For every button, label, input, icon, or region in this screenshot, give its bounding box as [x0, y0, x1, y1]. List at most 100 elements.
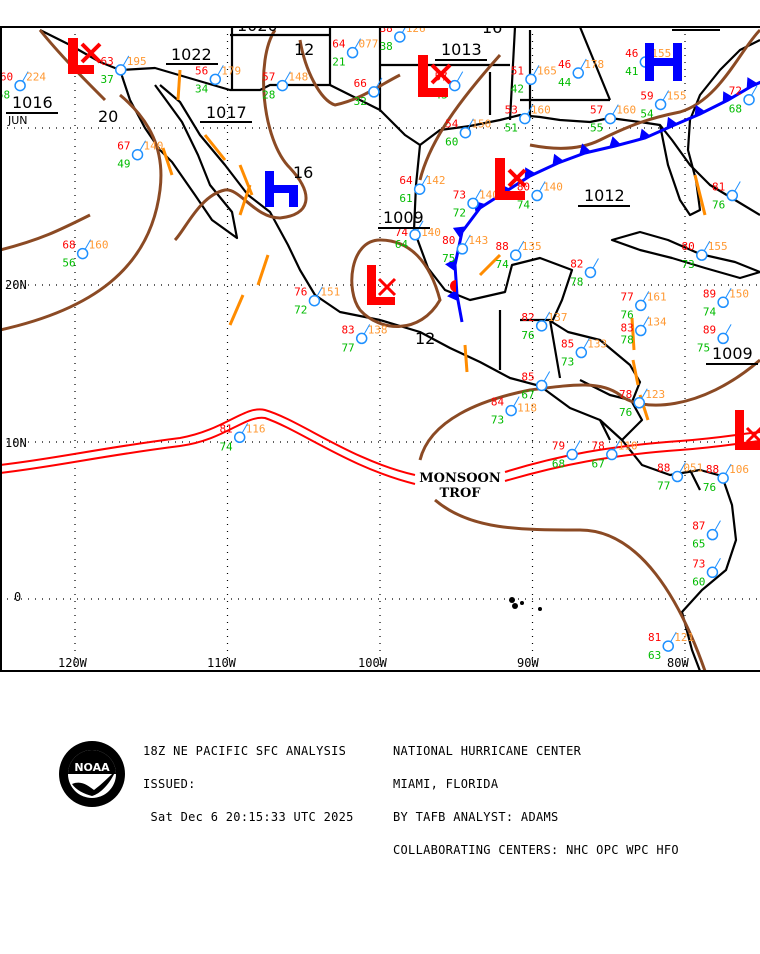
low-center — [367, 265, 397, 305]
station-circle — [633, 397, 645, 409]
station-circle — [606, 448, 618, 461]
station-temp: 64 — [332, 38, 346, 51]
lon-label: 90W — [517, 656, 539, 670]
station-dewpoint: 75 — [697, 341, 710, 354]
station-plot: 56 179 34 — [195, 64, 241, 95]
station-temp: 82 — [521, 311, 534, 324]
station-pressure: 150 — [471, 118, 491, 131]
station-dewpoint: 60 — [692, 575, 705, 588]
station-circle — [131, 148, 144, 161]
issued-label: ISSUED: — [143, 777, 196, 791]
station-plot: 81 121 63 — [648, 631, 694, 662]
station-temp: 68 — [62, 239, 75, 252]
station-temp: 66 — [354, 77, 367, 90]
logo-text: NOAA — [74, 761, 110, 774]
station-pressure: 134 — [647, 316, 667, 329]
station-pressure: 116 — [246, 422, 266, 435]
station-temp: 76 — [294, 286, 307, 299]
station-pressure: 077 — [359, 38, 379, 51]
station-temp: 81 — [712, 181, 725, 194]
station-circle — [346, 46, 359, 59]
station-circle — [368, 86, 380, 98]
high-center — [645, 43, 682, 81]
trough-line — [176, 69, 182, 101]
isobar-label: 20 — [98, 107, 118, 126]
station-plot: 64 077 21 — [332, 38, 378, 69]
station-plots: 6319537602245856179345714828640772166326… — [0, 22, 758, 662]
isobar-label: 1022 — [171, 45, 212, 64]
station-dewpoint: 41 — [625, 65, 638, 78]
station-dewpoint: 77 — [341, 341, 354, 354]
station-temp: 72 — [729, 85, 742, 98]
station-circle — [635, 324, 647, 337]
station-dewpoint: 67 — [521, 388, 534, 401]
station-plot: 63 195 37 — [101, 55, 147, 86]
product-title: 18Z NE PACIFIC SFC ANALYSIS — [143, 744, 347, 758]
isobar-label: 1013 — [441, 40, 482, 59]
station-dewpoint: 67 — [592, 458, 605, 471]
station-pressure: 126 — [406, 22, 426, 35]
isobar-label: 1017 — [206, 103, 247, 122]
station-circle — [696, 249, 708, 261]
collaborating-centers: COLLABORATING CENTERS: NHC OPC WPC HFO — [393, 843, 679, 857]
station-pressure: 160 — [89, 239, 109, 252]
grid-labels: 120W 110W 100W 90W 80W 20N 10N 0 — [5, 278, 689, 670]
isobar — [0, 93, 163, 332]
station-circle — [566, 448, 578, 461]
lat-label: 10N — [5, 436, 27, 450]
station-temp: 83 — [621, 322, 634, 335]
station-dewpoint: 76 — [712, 199, 725, 212]
station-pressure: 142 — [426, 174, 446, 187]
station-plot: 59 155 54 — [640, 89, 686, 120]
station-dewpoint: 76 — [521, 329, 534, 342]
monsoon-trof-label: MONSOON TROF — [419, 471, 501, 501]
station-plot: 81 116 74 — [219, 422, 265, 453]
footer-product-info: 18Z NE PACIFIC SFC ANALYSIS ISSUED: Sat … — [143, 724, 354, 834]
isobar-label: 16 — [293, 163, 313, 182]
isobar-label: 1009 — [383, 208, 424, 227]
station-pressure: 123 — [645, 388, 665, 401]
station-circle — [276, 79, 289, 92]
station-circle — [355, 332, 368, 345]
station-plot: 46 178 44 — [558, 58, 604, 89]
station-dewpoint: 76 — [621, 308, 634, 321]
central-america-borders — [498, 310, 701, 491]
station-dewpoint: 51 — [505, 122, 518, 135]
monsoon-trough — [0, 408, 760, 485]
station-pressure: 178 — [584, 58, 604, 71]
station-circle — [531, 189, 543, 202]
station-pressure: 143 — [468, 234, 488, 247]
station-pressure: 140 — [479, 188, 499, 201]
isobar — [298, 39, 401, 107]
station-circle — [448, 79, 461, 92]
station-dewpoint: 38 — [380, 40, 393, 53]
station-dewpoint: 68 — [729, 103, 742, 116]
station-circle — [505, 404, 517, 417]
trough-line — [238, 184, 252, 216]
station-dewpoint: 76 — [703, 481, 716, 494]
isobar — [350, 238, 442, 328]
station-pressure: 148 — [288, 71, 308, 84]
footer-center-info: NATIONAL HURRICANE CENTER MIAMI, FLORIDA… — [393, 724, 679, 867]
station-dewpoint: 32 — [354, 95, 367, 108]
station-plot: 80 143 75 — [442, 234, 488, 265]
station-dewpoint: 73 — [491, 414, 504, 427]
station-plot: 82 137 76 — [521, 311, 567, 342]
station-pressure: 138 — [368, 323, 388, 336]
station-plot: 77 161 76 — [621, 290, 667, 321]
station-plot: 88 051 77 — [657, 462, 703, 493]
station-dewpoint: 74 — [495, 258, 509, 271]
lon-label: 120W — [58, 656, 88, 670]
station-temp: 46 — [625, 47, 638, 60]
station-dewpoint: 37 — [101, 73, 114, 86]
station-circle — [519, 112, 531, 125]
station-pressure: 051 — [683, 462, 703, 475]
station-dewpoint: 72 — [453, 206, 466, 219]
station-circle — [308, 294, 321, 307]
isobar — [173, 29, 308, 242]
lon-label: 110W — [207, 656, 237, 670]
lat-lon-grid — [0, 27, 760, 671]
station-pressure: 106 — [729, 463, 749, 476]
